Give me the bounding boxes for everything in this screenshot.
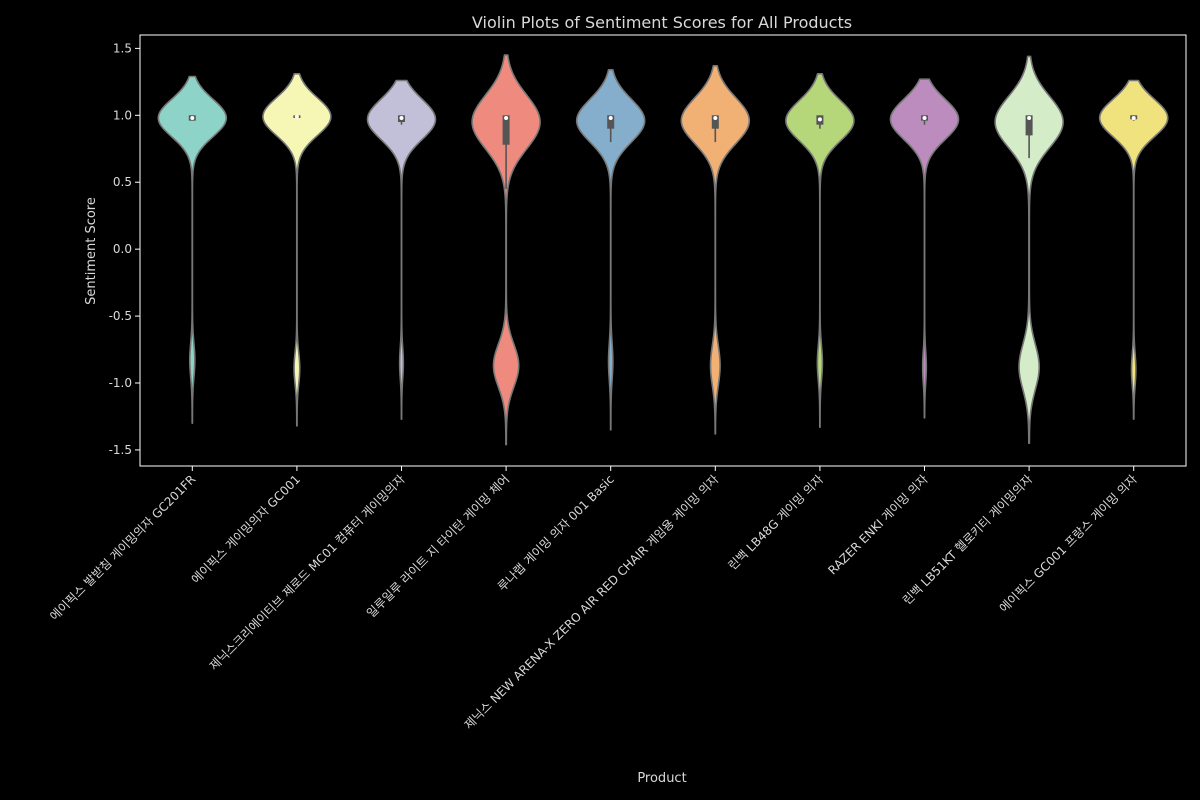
y-tick-label: -1.5 [109,443,132,457]
violin-iqr-box [711,115,719,129]
y-axis: 1.5 1.0 0.5 0.0 -0.5 -1.0 -1.5 [109,41,140,457]
y-tick-label: 1.0 [113,108,132,122]
violin-series [157,54,1169,446]
x-axis-title: Product [637,771,686,786]
y-axis-title: Sentiment Score [84,197,99,305]
violin-median-point [922,115,927,120]
violin-median-point [399,115,404,120]
plot-area-frame [139,34,1187,467]
violin-body [994,55,1064,445]
violin-body [889,78,960,419]
violin-body [680,64,751,435]
violin-iqr-box [502,115,510,145]
violin-median-point [608,115,613,120]
violin-body [575,69,646,431]
x-tick-label: 제닉스 NEW ARENA-X ZERO AIR RED CHAIR 게임용 게… [462,472,722,732]
violin-median-point [1027,115,1032,120]
x-tick-label: 루나랩 게이밍 의자 001 Basic [495,472,617,594]
violin-body [366,79,437,420]
y-tick-label: -0.5 [109,309,132,323]
violin-body [1098,79,1169,420]
violin-median-point [817,117,822,122]
y-tick-label: 0.0 [113,242,132,256]
violin-median-point [504,115,509,120]
x-tick-label: 린백 LB48G 게이밍 의자 [725,472,826,573]
violin-body [157,75,228,424]
x-tick-label: RAZER ENKI 게이밍 의자 [825,472,930,577]
y-tick-label: 1.5 [113,41,132,55]
violin-iqr-box [1025,115,1033,136]
violin-iqr-box [607,115,615,129]
violin-median-point [1131,115,1136,120]
chart-title: Violin Plots of Sentiment Scores for All… [472,13,852,32]
x-tick-label: 에이픽스 발받침 게이밍의자 GC201FR [47,472,198,623]
x-tick-label: 제닉스크리에이티브 제로드 MC01 컴퓨터 게이밍의자 [207,472,408,673]
violin-median-point [190,115,195,120]
violin-body [471,54,541,446]
violin-median-point [713,115,718,120]
y-tick-label: -1.0 [109,376,132,390]
x-tick-label: 에이픽스 게이밍의자 GC001 [189,472,303,586]
violin-body [785,73,855,428]
violin-body [262,73,332,427]
violin-median-point [294,114,299,119]
y-tick-label: 0.5 [113,175,132,189]
